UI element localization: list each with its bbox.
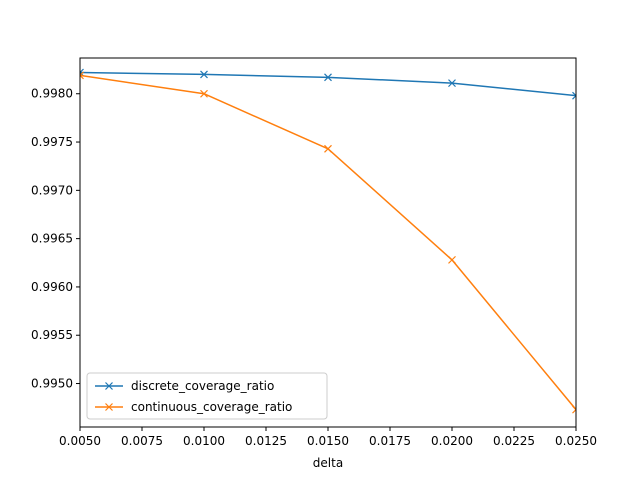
marker-stroke <box>80 71 84 77</box>
legend-label: discrete_coverage_ratio <box>131 379 274 393</box>
marker-stroke <box>200 70 208 79</box>
marker-stroke <box>448 255 456 264</box>
series-1-point-2 <box>324 144 332 153</box>
marker-stroke <box>324 73 332 82</box>
marker-stroke <box>572 408 576 414</box>
y-tick-label: 0.9965 <box>31 232 73 246</box>
series-1-point-3 <box>448 255 456 264</box>
legend-item-1: continuous_coverage_ratio <box>95 400 292 414</box>
series-layer <box>80 68 576 414</box>
y-tick-label: 0.9970 <box>31 183 73 197</box>
x-tick-label: 0.0100 <box>183 434 225 448</box>
series-0-point-0 <box>80 68 84 77</box>
plot-area <box>80 58 576 427</box>
series-group <box>80 68 576 414</box>
marker-stroke <box>572 91 576 97</box>
series-0-point-4 <box>572 91 576 100</box>
marker-stroke <box>200 89 208 98</box>
series-0-point-2 <box>324 73 332 82</box>
series-1-point-0 <box>80 71 84 80</box>
marker-stroke <box>448 79 456 88</box>
y-tick-label: 0.9980 <box>31 87 73 101</box>
axes-layer: 0.0050 0.0075 0.0100 0.0125 0.0150 0.0175 0.02… <box>31 57 597 448</box>
plot-background <box>80 58 576 427</box>
y-tick-label: 0.9960 <box>31 280 73 294</box>
series-0-point-3 <box>448 79 456 88</box>
x-tick-label: 0.0150 <box>307 434 349 448</box>
x-tick-label: 0.0225 <box>493 434 535 448</box>
y-tick-label: 0.9950 <box>31 377 73 391</box>
legend: discrete_coverage_ratio continuous_covera… <box>86 372 328 420</box>
legend-box <box>86 372 328 420</box>
legend-marker <box>105 403 113 411</box>
y-tick-label: 0.9955 <box>31 328 73 342</box>
series-1-point-1 <box>200 89 208 98</box>
legend-item-0: discrete_coverage_ratio <box>95 379 274 393</box>
x-axis-label: delta <box>313 456 343 470</box>
x-tick-label: 0.0125 <box>245 434 287 448</box>
marker-stroke <box>80 68 84 74</box>
series-1-point-4 <box>572 405 576 414</box>
x-tick-label: 0.0250 <box>555 434 597 448</box>
marker-stroke <box>572 94 576 100</box>
marker-stroke <box>80 74 84 80</box>
marker-stroke <box>324 144 332 153</box>
y-tick-label: 0.9975 <box>31 135 73 149</box>
x-tick-label: 0.0175 <box>369 434 411 448</box>
legend-label: continuous_coverage_ratio <box>131 400 292 414</box>
x-tick-label: 0.0200 <box>431 434 473 448</box>
x-tick-label: 0.0050 <box>59 434 101 448</box>
series-0-point-1 <box>200 70 208 79</box>
legend-marker <box>105 382 113 390</box>
marker-stroke <box>80 71 84 77</box>
marker-stroke <box>572 405 576 411</box>
x-tick-label: 0.0075 <box>121 434 163 448</box>
